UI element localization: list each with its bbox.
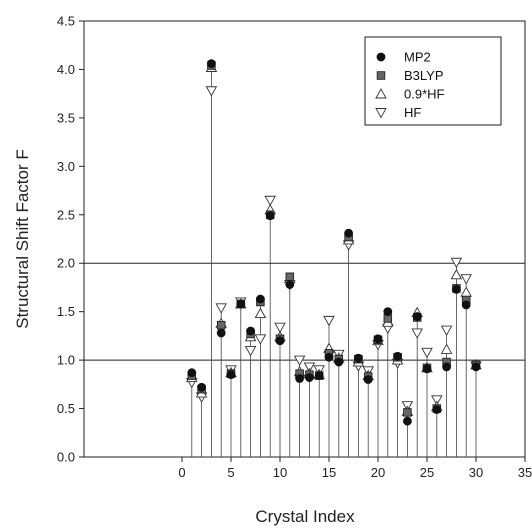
- legend-label-0-9-hf: 0.9*HF: [404, 87, 445, 102]
- data-point-mp2: [324, 352, 334, 362]
- legend-label-hf: HF: [404, 105, 421, 120]
- data-point-mp2: [275, 336, 285, 346]
- data-point-hf: [460, 274, 472, 285]
- data-point-b3lyp: [285, 272, 295, 282]
- y-tick-label: 2.0: [57, 256, 75, 271]
- x-tick-label: 35: [518, 465, 532, 480]
- data-point-hf: [411, 328, 423, 339]
- data-point-mp2: [236, 299, 246, 309]
- data-point-hf: [274, 322, 286, 334]
- legend-box: [364, 36, 502, 126]
- x-tick-label: 25: [420, 465, 434, 480]
- data-point-mp2: [285, 280, 295, 289]
- data-point-hf: [205, 86, 218, 97]
- x-tick-label: 30: [469, 465, 483, 480]
- y-axis-title: Structural Shift Factor F: [13, 149, 32, 329]
- data-point-mp2: [422, 364, 432, 374]
- y-tick-label: 0.0: [57, 450, 75, 465]
- data-point-mp2: [265, 211, 275, 221]
- data-point-mp2: [432, 405, 442, 414]
- y-tick-label: 1.5: [57, 304, 75, 319]
- y-axis: 0.0 0.5 1.0 1.5 2.0 2.5 3.0 3.5 4.0 4.5: [57, 14, 84, 465]
- x-axis: 0 5 10 15 20 25 30 35: [178, 457, 532, 480]
- data-point-mp2: [187, 368, 197, 378]
- data-point-hf: [254, 334, 267, 345]
- data-point-hf: [303, 362, 316, 373]
- data-point-mp2: [451, 284, 461, 294]
- data-point-mp2: [255, 294, 265, 304]
- data-point-mp2: [246, 326, 256, 336]
- data-point-hf: [450, 257, 463, 269]
- data-point-mp2: [197, 382, 207, 392]
- data-point-mp2: [334, 357, 344, 367]
- data-point-mp2: [471, 362, 481, 372]
- data-point-hf: [421, 347, 433, 359]
- data-point-0-9-hf: [450, 268, 463, 280]
- data-point-mp2: [304, 373, 314, 382]
- data-point-mp2: [412, 312, 422, 321]
- legend: MP2 B3LYP 0.9*HF HF: [364, 36, 502, 126]
- y-tick-label: 4.0: [57, 62, 75, 77]
- data-point-hf: [431, 395, 443, 406]
- data-point-mp2: [383, 307, 393, 317]
- data-point-mp2: [226, 370, 236, 380]
- data-point-mp2: [442, 362, 452, 372]
- data-point-mp2: [402, 416, 412, 426]
- x-tick-label: 5: [227, 465, 234, 480]
- y-tick-label: 4.5: [57, 14, 75, 29]
- reference-lines: [84, 262, 525, 361]
- legend-label-b3lyp: B3LYP: [404, 68, 444, 83]
- x-axis-title: Crystal Index: [255, 507, 355, 526]
- data-point-mp2: [216, 328, 226, 338]
- legend-marker-hf: [375, 108, 387, 119]
- data-point-hf: [264, 195, 276, 207]
- data-point-mp2: [314, 371, 324, 381]
- data-point-hf: [293, 355, 306, 367]
- data-point-hf: [244, 345, 257, 357]
- legend-label-mp2: MP2: [404, 50, 431, 65]
- data-point-hf: [440, 325, 453, 337]
- data-point-mp2: [393, 351, 403, 361]
- y-tick-label: 0.5: [57, 401, 75, 416]
- markers: [186, 59, 482, 426]
- data-point-mp2: [373, 334, 383, 344]
- x-tick-label: 20: [371, 465, 385, 480]
- data-point-mp2: [363, 375, 373, 384]
- data-point-mp2: [206, 59, 216, 69]
- data-point-0-9-hf: [440, 343, 453, 354]
- data-point-mp2: [461, 300, 471, 310]
- legend-marker-mp2: [376, 52, 386, 62]
- y-tick-label: 1.0: [57, 353, 75, 368]
- data-point-mp2: [344, 228, 354, 238]
- legend-marker-b3lyp: [376, 71, 386, 80]
- data-point-mp2: [295, 374, 305, 383]
- y-tick-label: 2.5: [57, 207, 75, 222]
- x-tick-label: 15: [322, 465, 336, 480]
- data-point-hf: [215, 303, 227, 314]
- y-tick-label: 3.5: [57, 110, 75, 125]
- data-point-0-9-hf: [254, 307, 267, 319]
- data-point-mp2: [353, 353, 363, 363]
- y-tick-label: 3.0: [57, 159, 75, 174]
- legend-marker-0-9-hf: [375, 88, 387, 99]
- x-tick-label: 0: [178, 465, 185, 480]
- data-point-hf: [323, 315, 335, 327]
- data-point-b3lyp: [403, 408, 412, 417]
- x-tick-label: 10: [273, 465, 287, 480]
- data-point-b3lyp: [216, 320, 226, 330]
